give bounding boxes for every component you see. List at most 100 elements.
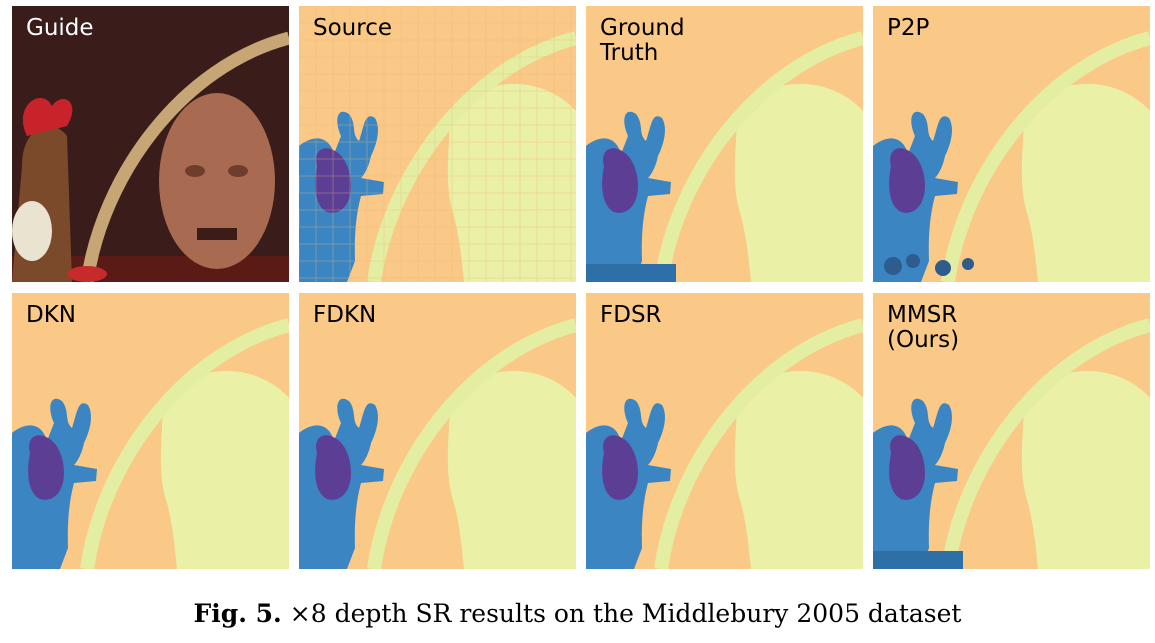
toy-body-region	[602, 435, 638, 500]
pixel-block	[400, 209, 419, 228]
pixel-block	[417, 22, 436, 41]
depth-map-dkn	[12, 293, 289, 569]
pixel-block	[383, 158, 402, 177]
pixel-block	[349, 158, 368, 177]
panel-fdkn: FDKN	[299, 293, 576, 569]
pixel-block	[417, 260, 436, 279]
artifact-blob	[884, 257, 902, 275]
artifact-blob	[962, 258, 974, 270]
toy-red-base	[67, 266, 107, 282]
pixel-block	[315, 260, 334, 279]
pixel-block	[451, 158, 470, 177]
pixel-block	[366, 39, 385, 58]
pixel-block	[536, 277, 555, 282]
pixel-block	[299, 209, 317, 228]
toy-antlers	[22, 97, 73, 136]
pixel-block	[468, 277, 487, 282]
pixel-block	[366, 6, 385, 24]
pixel-block	[299, 175, 317, 194]
head-region	[734, 371, 863, 569]
pixel-block	[366, 243, 385, 262]
pixel-block	[383, 124, 402, 143]
pixel-block	[502, 243, 521, 262]
basket-arch	[941, 318, 1150, 569]
pixel-block	[468, 107, 487, 126]
pixel-block	[299, 243, 317, 262]
pixel-block	[299, 141, 317, 160]
pixel-block	[451, 90, 470, 109]
basket-handle	[80, 31, 289, 282]
toy-body-region	[315, 435, 351, 500]
artifact-overlay	[884, 254, 974, 276]
pixel-block	[332, 39, 351, 58]
pixel-block	[570, 175, 576, 194]
panel-label-guide: Guide	[26, 15, 94, 41]
pixel-block	[485, 90, 504, 109]
pixel-block	[536, 209, 555, 228]
pixel-block	[502, 73, 521, 92]
pixel-block	[332, 209, 351, 228]
head-region	[734, 84, 863, 282]
pixel-block	[485, 158, 504, 177]
pixel-block	[570, 209, 576, 228]
pixel-block	[553, 226, 572, 245]
pixel-block	[434, 209, 453, 228]
pixel-block	[451, 22, 470, 41]
pixel-block	[451, 226, 470, 245]
pixel-block	[502, 39, 521, 58]
pixel-block	[536, 243, 555, 262]
pixel-block	[383, 192, 402, 211]
pixel-block	[519, 22, 538, 41]
pixel-block	[349, 124, 368, 143]
pixel-block	[434, 39, 453, 58]
sculpted-head	[159, 93, 275, 269]
pixel-block	[400, 39, 419, 58]
pixel-block	[485, 22, 504, 41]
pixel-block	[417, 124, 436, 143]
pixel-block	[468, 73, 487, 92]
pixel-block	[349, 90, 368, 109]
panel-source: Source	[299, 6, 576, 282]
panel-label-p2p: P2P	[887, 15, 930, 41]
pixel-block	[332, 175, 351, 194]
panel-mmsr: MMSR (Ours)	[873, 293, 1150, 569]
depth-map-fdkn	[299, 293, 576, 569]
pixel-block	[366, 107, 385, 126]
toy-body-region	[315, 148, 351, 213]
pixel-block	[332, 277, 351, 282]
panel-label-mmsr: MMSR (Ours)	[887, 302, 960, 353]
pixel-block	[366, 277, 385, 282]
panel-ground-truth: Ground Truth	[586, 6, 863, 282]
pixel-block	[519, 90, 538, 109]
pixel-block	[400, 73, 419, 92]
pixel-block	[536, 73, 555, 92]
pixel-block	[570, 141, 576, 160]
pixel-block	[519, 124, 538, 143]
head-region	[1021, 371, 1150, 569]
pixel-block	[315, 192, 334, 211]
head-region	[447, 371, 576, 569]
pixel-block	[400, 277, 419, 282]
pixel-block	[468, 175, 487, 194]
pixel-block	[400, 243, 419, 262]
depth-map-p2p	[873, 6, 1150, 282]
basket-arch	[367, 318, 576, 569]
pixel-block	[349, 226, 368, 245]
head-eye-left	[185, 165, 205, 177]
pixel-block	[434, 141, 453, 160]
depth-map-mmsr	[873, 293, 1150, 569]
pixel-block	[485, 124, 504, 143]
basket-arch	[80, 318, 289, 569]
pixel-block	[519, 158, 538, 177]
guide-image	[12, 6, 289, 282]
head-region	[1021, 84, 1150, 282]
pixel-block	[502, 6, 521, 24]
pixel-block	[519, 56, 538, 75]
pixelation-overlay	[299, 6, 576, 282]
pixel-block	[383, 226, 402, 245]
panel-label-dkn: DKN	[26, 302, 76, 328]
ground-region	[586, 264, 676, 282]
pixel-block	[570, 107, 576, 126]
panel-p2p: P2P	[873, 6, 1150, 282]
pixel-block	[536, 6, 555, 24]
